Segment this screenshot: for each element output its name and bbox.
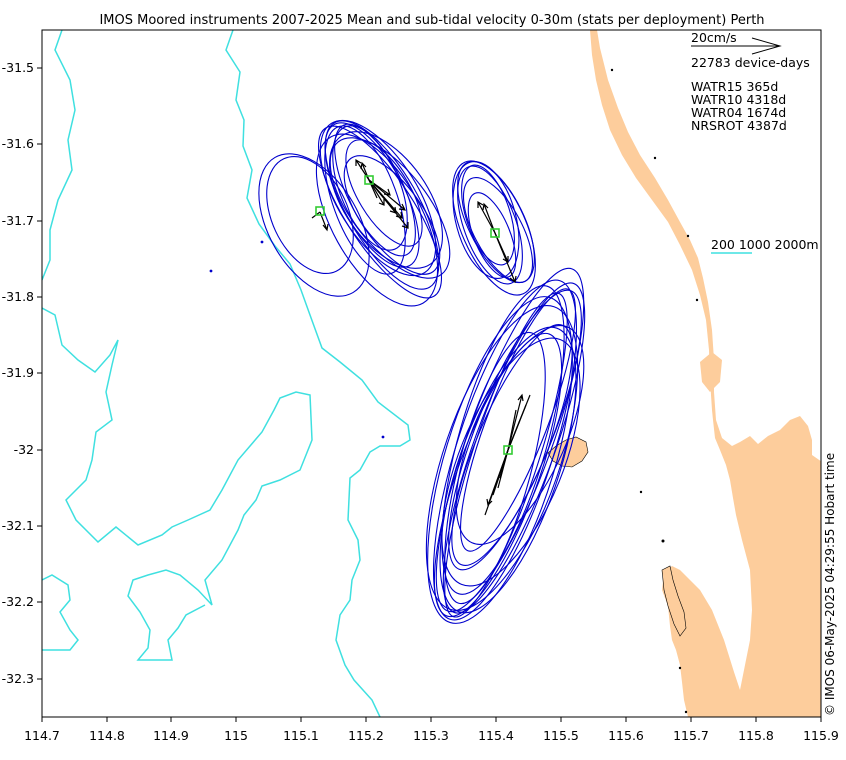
- x-tick-label: 114.8: [89, 728, 125, 743]
- seamount-dots: [209, 240, 385, 439]
- y-tick-label: -31.7: [2, 213, 34, 228]
- ellipse-nrsrot-6: [439, 326, 577, 614]
- land-rottnest-island: [547, 436, 589, 468]
- ellipse-nrsrot-9: [433, 332, 563, 618]
- x-tick-label: 115.5: [543, 728, 579, 743]
- velocity-arrows: [311, 158, 531, 516]
- land-cape-peninsula: [700, 352, 722, 392]
- y-tick-label: -32: [14, 442, 34, 457]
- ellipse-nrsrot-4: [427, 296, 573, 624]
- legend-mooring-4: NRSROT 4387d: [691, 118, 787, 133]
- ellipse-watr10-8: [329, 137, 451, 279]
- x-tick-label: 114.7: [24, 728, 60, 743]
- ellipse-nrsrot-12: [441, 337, 581, 587]
- y-tick-label: -31.5: [2, 60, 34, 75]
- y-tick-label: -31.9: [2, 365, 34, 380]
- ellipse-nrsrot-13: [444, 331, 546, 605]
- x-tick-label: 115.3: [413, 728, 449, 743]
- ellipse-watr10-12: [343, 155, 441, 275]
- x-tick-label: 115.6: [608, 728, 644, 743]
- legend-mooring-3: WATR04 1674d: [691, 105, 786, 120]
- x-tick-labels: 114.7 114.8 114.9 115 115.1 115.2 115.3 …: [24, 728, 839, 743]
- x-tick-label: 115.9: [803, 728, 839, 743]
- x-tick-label: 115.1: [283, 728, 319, 743]
- ellipse-watr10-10: [345, 139, 423, 247]
- x-tick-label: 114.9: [153, 728, 189, 743]
- ellipse-watr04-7: [462, 177, 534, 283]
- y-tick-labels: -31.5 -31.6 -31.7 -31.8 -31.9 -32 -32.1 …: [2, 60, 34, 686]
- y-tick-label: -32.1: [2, 518, 34, 533]
- ellipse-watr10-6: [317, 125, 443, 299]
- y-tick-label: -31.8: [2, 289, 34, 304]
- ellipse-nrsrot-14: [442, 282, 586, 614]
- ellipse-watr10-5: [329, 131, 443, 269]
- legend-mooring-2: WATR10 4318d: [691, 92, 786, 107]
- ellipse-nrsrot-11: [444, 292, 568, 618]
- x-tick-label: 115.7: [673, 728, 709, 743]
- y-axis: [37, 67, 42, 680]
- legend-device-days: 22783 device-days: [691, 55, 810, 70]
- x-tick-label: 115: [224, 728, 248, 743]
- station-watr04: [490, 228, 500, 238]
- isobath-1000m: [42, 307, 313, 661]
- ellipse-nrsrot-8: [441, 285, 565, 595]
- station-markers: [315, 175, 513, 455]
- y-tick-label: -32.2: [2, 594, 34, 609]
- station-watr10: [364, 175, 374, 185]
- isobath-2000m: [42, 30, 76, 281]
- credit-label: © IMOS 06-May-2025 04:29:55 Hobart time: [823, 453, 837, 716]
- land-garden-island: [661, 565, 687, 637]
- x-tick-label: 115.4: [478, 728, 514, 743]
- ellipse-nrsrot-7: [459, 288, 577, 552]
- x-tick-label: 115.2: [348, 728, 384, 743]
- ellipse-nrsrot-10: [455, 325, 585, 545]
- ellipse-watr10-11: [324, 125, 406, 275]
- coastal-rocks: [610, 68, 699, 714]
- legend-scale-label: 20cm/s: [691, 30, 737, 45]
- ellipse-watr04-5: [467, 192, 517, 278]
- ellipse-watr15-1: [266, 156, 354, 274]
- y-tick-label: -32.3: [2, 671, 34, 686]
- map-legend: 20cm/s 22783 device-days WATR15 365d WAT…: [691, 30, 819, 254]
- land-mainland: [590, 30, 821, 717]
- station-nrsrot: [503, 445, 513, 455]
- x-tick-label: 115.8: [738, 728, 774, 743]
- legend-isobaths: 200 1000 2000m: [711, 237, 819, 252]
- legend-scale-arrow: [691, 37, 782, 55]
- legend-mooring-1: WATR15 365d: [691, 79, 778, 94]
- ellipse-watr15-2: [258, 153, 370, 297]
- isobath-contours: [42, 30, 411, 717]
- x-axis: [41, 717, 822, 722]
- isobath-200m: [225, 30, 411, 717]
- y-tick-label: -31.6: [2, 136, 34, 151]
- map-title: IMOS Moored instruments 2007-2025 Mean a…: [99, 13, 764, 28]
- ellipse-nrsrot-15: [425, 304, 579, 612]
- ellipse-watr04-3: [461, 164, 515, 266]
- ellipse-watr04-2: [452, 160, 536, 296]
- station-watr15: [315, 206, 325, 216]
- isobath-2000m-south: [42, 574, 79, 651]
- variance-ellipses: [258, 119, 586, 624]
